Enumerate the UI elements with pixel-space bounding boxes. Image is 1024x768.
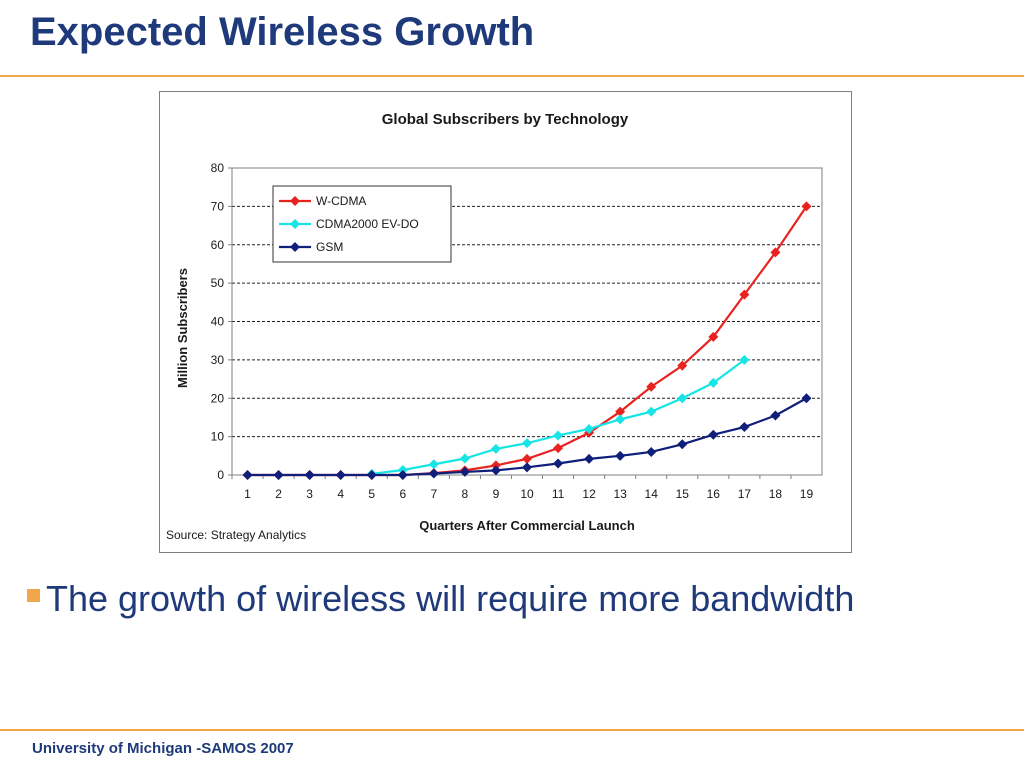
y-tick-label: 0	[217, 468, 224, 482]
chart: Global Subscribers by Technology 0102030…	[159, 91, 852, 553]
data-point	[646, 406, 657, 417]
x-tick-label: 9	[493, 487, 500, 501]
y-tick-label: 60	[211, 238, 225, 252]
data-point	[708, 331, 719, 342]
square-bullet-icon	[27, 588, 40, 602]
x-tick-label: 15	[676, 487, 690, 501]
data-point	[646, 446, 657, 457]
chart-title: Global Subscribers by Technology	[382, 111, 629, 128]
series	[242, 201, 812, 480]
x-tick-label: 7	[430, 487, 437, 501]
data-point	[770, 247, 781, 258]
y-axis-ticks: 0 10 20 30 40 50 60 70 80	[211, 161, 232, 482]
slide-title: Expected Wireless Growth	[30, 10, 535, 54]
data-point	[459, 466, 470, 477]
header-divider	[0, 75, 1024, 77]
y-axis-label: Million Subscribers	[175, 268, 190, 388]
data-point	[522, 453, 532, 464]
data-point	[677, 393, 688, 404]
data-point	[801, 201, 812, 212]
legend-label: CDMA2000 EV-DO	[316, 217, 419, 231]
x-tick-label: 1	[244, 487, 251, 501]
data-point	[708, 377, 719, 388]
source-note: Source: Strategy Analytics	[166, 528, 306, 542]
x-tick-label: 14	[645, 487, 659, 501]
x-tick-label: 18	[769, 487, 783, 501]
data-point	[584, 453, 595, 464]
x-tick-label: 3	[306, 487, 313, 501]
data-point	[677, 360, 688, 371]
x-tick-label: 19	[800, 487, 814, 501]
data-point	[242, 470, 253, 480]
gridlines	[232, 205, 822, 438]
data-point	[522, 438, 532, 449]
data-point	[615, 450, 626, 461]
y-tick-label: 20	[211, 391, 225, 405]
x-tick-label: 2	[275, 487, 282, 501]
data-point	[615, 406, 626, 417]
legend-marker	[290, 219, 300, 229]
x-tick-label: 5	[368, 487, 375, 501]
data-point	[615, 414, 626, 425]
data-point	[335, 470, 346, 480]
data-point	[739, 354, 750, 365]
legend-marker	[290, 196, 300, 206]
data-point	[490, 465, 501, 476]
legend-label: GSM	[316, 240, 343, 254]
x-axis-ticks: 1 2 3 4 5 6 7 8 9 10 11 12 13 14 15 16 17 18 19	[231, 475, 814, 501]
x-axis-label: Quarters After Commercial Launch	[419, 518, 635, 533]
x-tick-label: 10	[520, 487, 534, 501]
x-tick-label: 6	[399, 487, 406, 501]
data-point	[273, 470, 284, 480]
y-tick-label: 40	[211, 315, 225, 329]
data-point	[397, 470, 408, 480]
x-tick-label: 16	[707, 487, 721, 501]
data-point	[553, 443, 564, 454]
footer-divider	[0, 729, 1024, 731]
data-point	[584, 423, 595, 434]
data-point	[801, 393, 812, 404]
data-point	[677, 439, 688, 450]
legend: W-CDMA CDMA2000 EV-DO GSM	[272, 185, 452, 263]
data-point	[366, 470, 377, 480]
data-point	[553, 430, 564, 441]
footer-text: University of Michigan -SAMOS 2007	[32, 740, 294, 757]
data-point	[646, 381, 657, 392]
legend-marker	[290, 242, 300, 252]
data-point	[522, 462, 532, 473]
y-tick-label: 80	[211, 161, 225, 175]
x-tick-label: 4	[337, 487, 344, 501]
x-tick-label: 8	[462, 487, 469, 501]
bullet-text: The growth of wireless will require more…	[46, 578, 855, 619]
bullet-point: The growth of wireless will require more…	[27, 578, 854, 620]
data-point	[770, 410, 781, 421]
y-tick-label: 10	[211, 430, 225, 444]
data-point	[428, 459, 439, 470]
y-tick-label: 70	[211, 199, 225, 213]
x-tick-label: 11	[552, 487, 565, 501]
data-point	[304, 470, 315, 480]
y-tick-label: 30	[211, 353, 225, 367]
series-gsm	[242, 393, 812, 480]
data-point	[428, 468, 439, 479]
data-point	[739, 422, 750, 433]
data-point	[459, 453, 470, 464]
y-tick-label: 50	[211, 276, 225, 290]
data-point	[553, 458, 564, 469]
data-point	[739, 289, 750, 300]
legend-label: W-CDMA	[316, 194, 366, 208]
data-point	[708, 429, 719, 440]
data-point	[490, 443, 501, 454]
x-tick-label: 17	[738, 487, 752, 501]
x-tick-label: 13	[613, 487, 627, 501]
x-tick-label: 12	[582, 487, 596, 501]
